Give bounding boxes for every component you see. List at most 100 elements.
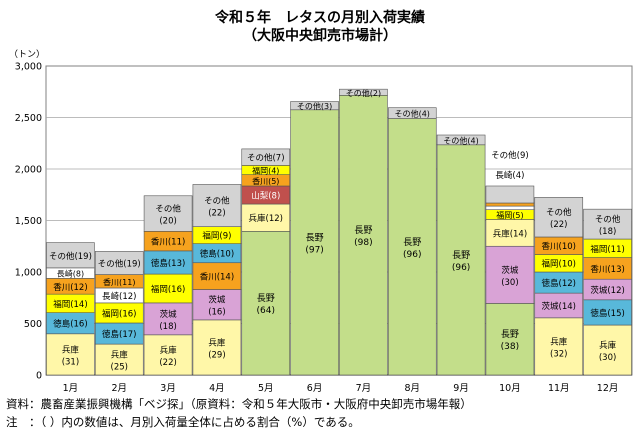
segment-label: 福岡(16) — [151, 284, 185, 295]
x-tick-label: 4月 — [209, 383, 225, 394]
segment-pct-label: (32) — [550, 349, 567, 359]
bar-segment — [387, 118, 437, 376]
segment-label: 長野 — [452, 250, 470, 261]
segment-label: 山梨(8) — [251, 191, 280, 202]
bar-segment — [339, 95, 388, 376]
bar-segment — [387, 107, 437, 119]
segment-pct-label: (18) — [599, 227, 616, 237]
segment-label: 福岡(16) — [102, 308, 136, 319]
caption-note: 注 ：（ ）内の数値は、月別入荷量全体に占める割合（%）である。 — [6, 415, 360, 429]
bar-segment — [436, 134, 486, 146]
segment-label: 長野 — [403, 237, 421, 248]
x-tick-label: 7月 — [356, 383, 372, 394]
segment-label: 長野 — [257, 293, 275, 304]
segment-label: 香川(13) — [590, 264, 624, 275]
segment-label: 兵庫(12) — [249, 213, 283, 224]
segment-label: 福岡(11) — [590, 244, 624, 255]
segment-label: 香川(5) — [252, 176, 279, 186]
bar-segment — [485, 205, 535, 210]
chart-subtitle: （大阪中央卸売市場計） — [243, 28, 397, 44]
segment-label: 香川(10) — [542, 241, 576, 252]
y-tick-label: 1,000 — [15, 268, 42, 279]
bar-segment — [192, 319, 242, 376]
segment-label: 福岡(5) — [496, 211, 523, 220]
x-tick-label: 5月 — [258, 383, 274, 394]
y-tick-label: 3,000 — [15, 62, 42, 73]
segment-label: 長野 — [501, 329, 519, 340]
bar-segment — [534, 197, 584, 238]
segment-label: 福岡(10) — [542, 259, 576, 270]
bar-segment — [192, 289, 242, 321]
segment-pct-label: (31) — [62, 357, 79, 367]
segment-pct-label: (96) — [452, 263, 470, 273]
segment-label: 兵庫(14) — [493, 228, 527, 239]
segment-pct-label: (38) — [501, 342, 519, 352]
segment-label: 福岡(14) — [53, 299, 87, 310]
segment-label: 兵庫 — [208, 337, 226, 348]
segment-label: その他 — [204, 196, 230, 207]
bar-segment — [436, 144, 486, 376]
y-tick-label: 500 — [24, 319, 42, 330]
segment-label: その他(19) — [49, 251, 92, 262]
bar-segment — [583, 208, 632, 240]
segment-label: その他(4) — [395, 109, 430, 119]
bar-segment — [485, 303, 535, 376]
bar-segment — [192, 262, 242, 290]
segment-label: 徳島(10) — [200, 249, 234, 260]
bar-segment — [241, 231, 291, 376]
segment-label: その他(2) — [346, 88, 381, 98]
bar-segment — [241, 148, 291, 166]
segment-label: その他(4) — [443, 135, 478, 145]
segment-label: 茨城(14) — [542, 301, 576, 312]
segment-label: 福岡(9) — [202, 231, 231, 242]
bar-segment — [485, 245, 535, 304]
bar-segment — [46, 242, 95, 269]
segment-pct-label: (96) — [403, 250, 421, 260]
segment-label: 茨城(12) — [590, 285, 624, 296]
x-tick-label: 8月 — [404, 383, 420, 394]
bar-segment — [241, 203, 291, 232]
x-tick-label: 11月 — [548, 383, 570, 394]
segment-pct-label: (30) — [501, 278, 518, 288]
segment-label: その他 — [546, 207, 572, 218]
segment-label: 徳島(15) — [590, 308, 624, 319]
source-note: 資料：農畜産業振興機構「ベジ探」（原資料：令和５年大阪市・大阪府中央卸売市場年報… — [6, 397, 472, 411]
bar-segment — [534, 292, 584, 319]
x-tick-label: 3月 — [160, 383, 176, 394]
x-tick-label: 2月 — [111, 383, 127, 394]
segment-label: 徳島(17) — [102, 329, 136, 340]
segment-pct-label: (25) — [111, 363, 128, 373]
segment-pct-label: (64) — [257, 306, 275, 316]
bar-segment — [94, 343, 144, 376]
segment-label: 兵庫 — [160, 345, 178, 356]
bar-segment — [485, 219, 535, 247]
y-tick-label: 1,500 — [15, 216, 42, 227]
bar-segment — [290, 101, 339, 111]
segment-label: 茨城 — [160, 309, 178, 320]
y-tick-label: 2,500 — [15, 113, 42, 124]
outside-label: 長崎(4) — [495, 170, 524, 181]
segment-pct-label: (22) — [159, 358, 176, 368]
segment-pct-label: (30) — [599, 353, 616, 363]
segment-pct-label: (20) — [159, 217, 176, 227]
segment-pct-label: (18) — [159, 322, 176, 332]
segment-label: 兵庫 — [62, 344, 80, 355]
x-tick-label: 10月 — [499, 383, 521, 394]
segment-label: 徳島(13) — [151, 258, 185, 269]
bar-segment — [94, 251, 144, 275]
segment-label: 長野 — [354, 225, 372, 236]
segment-label: 福岡(4) — [252, 167, 279, 176]
segment-label: 長崎(12) — [102, 291, 136, 302]
segment-label: 香川(14) — [200, 272, 234, 283]
segment-label: 香川(11) — [151, 237, 185, 248]
segment-label: 茨城 — [208, 295, 226, 306]
y-unit-label: （トン） — [9, 49, 45, 60]
segment-label: その他(19) — [98, 258, 141, 269]
bar-segment — [534, 317, 584, 376]
y-tick-label: 0 — [36, 371, 42, 382]
segment-pct-label: (22) — [550, 220, 567, 230]
segment-label: 長野 — [306, 232, 324, 243]
bar-segment — [143, 302, 193, 336]
segment-label: その他(3) — [297, 101, 332, 111]
